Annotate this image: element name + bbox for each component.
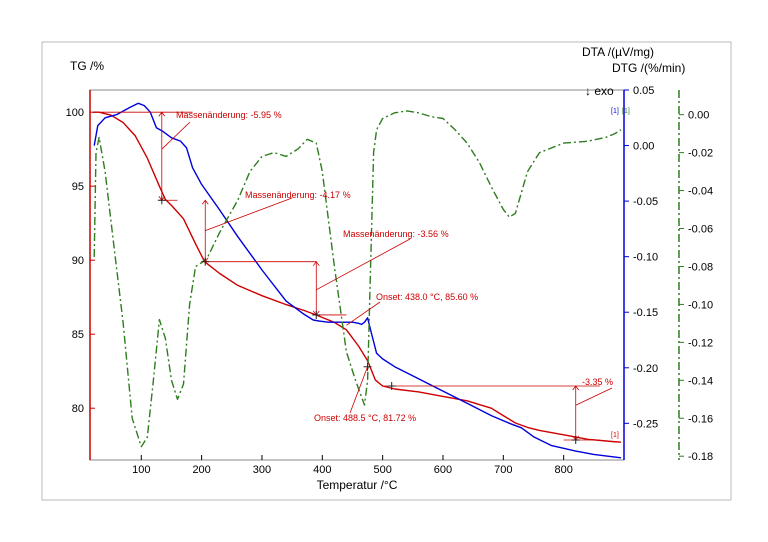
tg-tick-label: 95	[72, 181, 84, 193]
dta-tick-label: -0.10	[633, 252, 658, 264]
dtg-tick-label: -0.06	[688, 224, 713, 236]
dta-axis-label: DTA /(µV/mg)	[582, 45, 654, 59]
x-tick-label: 400	[313, 464, 331, 476]
x-axis-label: Temperatur /°C	[317, 478, 398, 492]
dtg-tick-label: -0.02	[688, 148, 713, 160]
dtg-axis-label: DTG /(%/min)	[612, 61, 685, 75]
dta-tick-label: 0.00	[633, 141, 654, 153]
tg-curve-tag: [1]	[611, 432, 619, 439]
dtg-tick-label: -0.08	[688, 261, 713, 273]
dta-tick-label: -0.20	[633, 363, 658, 375]
tg-tick-label: 80	[72, 403, 84, 415]
x-tick-label: 600	[434, 464, 452, 476]
plot-area	[89, 89, 625, 461]
x-tick-label: 800	[554, 464, 572, 476]
x-tick-label: 200	[192, 464, 210, 476]
dtg-tick-label: -0.04	[688, 186, 713, 198]
dta-curve-tag: [1]	[611, 108, 619, 115]
step4-arrow-tail	[572, 385, 580, 391]
x-tick-label: 100	[132, 464, 150, 476]
annotation-mass-change-4: -3.35 %	[582, 377, 613, 387]
tg-axis-label: TG /%	[70, 59, 104, 73]
dtg-curve-tag: [1]	[622, 108, 630, 115]
annotation-mass-change-1: Massenänderung: -5.95 %	[176, 110, 282, 120]
tg-curve	[93, 111, 622, 443]
step3-leader	[316, 238, 411, 291]
x-tick-label: 500	[373, 464, 391, 476]
annotation-onset-2: Onset: 488.5 °C, 81.72 %	[314, 413, 416, 423]
dtg-tick-label: -0.10	[688, 299, 713, 311]
step2-leader	[205, 197, 293, 231]
step1-leader	[161, 121, 191, 150]
step2-arrow-tail	[201, 199, 209, 205]
step4-leader	[575, 387, 613, 406]
annotation-onset-1: Onset: 438.0 °C, 85.60 %	[376, 292, 478, 302]
step3-arrow-tail	[312, 261, 320, 266]
dtg-tick-label: -0.16	[688, 413, 713, 425]
x-tick-label: 700	[494, 464, 512, 476]
annotation-mass-change-3: Massenänderung: -3.56 %	[343, 229, 449, 239]
dta-tick-label: -0.05	[633, 196, 658, 208]
onset1-leader	[346, 301, 381, 326]
exo-indicator: ↓ exo	[585, 84, 614, 98]
dtg-tick-label: -0.18	[688, 451, 713, 463]
annotation-mass-change-2: Massenänderung: -4.17 %	[245, 190, 351, 200]
onset2-leader	[349, 366, 368, 414]
tg-tick-label: 100	[66, 107, 84, 119]
dta-tick-label: -0.15	[633, 307, 658, 319]
dtg-tick-label: 0.00	[688, 110, 709, 122]
dta-tick-label: 0.05	[633, 85, 654, 97]
dta-tick-label: -0.25	[633, 418, 658, 430]
step1-arrow-tail	[158, 111, 166, 117]
tg-tick-label: 90	[72, 255, 84, 267]
dtg-curve	[93, 110, 622, 448]
dtg-tick-label: -0.12	[688, 337, 713, 349]
tg-tick-label: 85	[72, 329, 84, 341]
dtg-tick-label: -0.14	[688, 375, 713, 387]
dta-curve	[93, 102, 622, 459]
x-tick-label: 300	[253, 464, 271, 476]
outer-frame	[41, 41, 732, 501]
